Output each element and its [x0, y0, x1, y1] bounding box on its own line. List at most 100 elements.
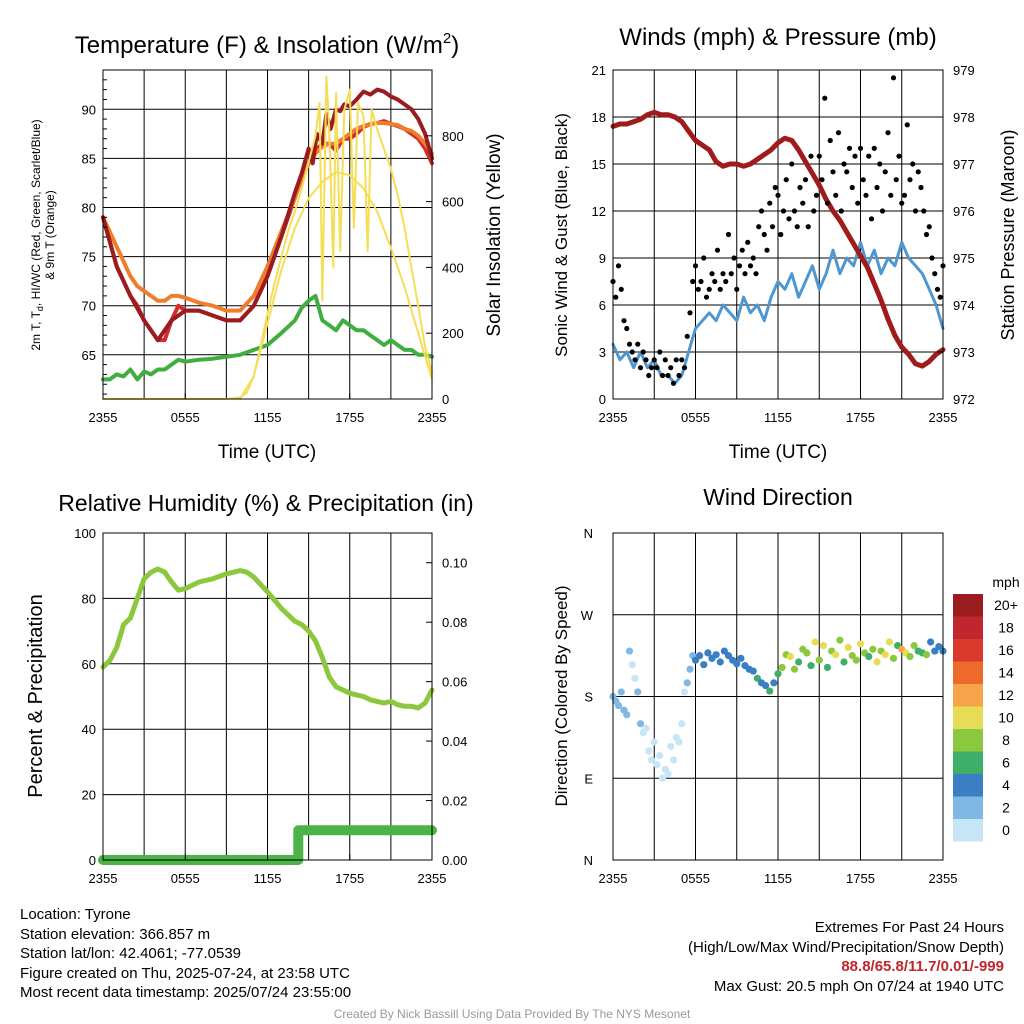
- td-line: [101, 293, 434, 382]
- direction-point: [844, 643, 852, 652]
- x-tick-label: 1155: [764, 871, 792, 886]
- gust-point: [934, 286, 941, 292]
- gust-point: [756, 224, 762, 230]
- temperature-series: [101, 75, 434, 400]
- x-tick-label: 1755: [846, 410, 875, 425]
- gust-point: [888, 192, 894, 198]
- direction-point: [634, 688, 642, 696]
- direction-panel-title: Wind Direction: [703, 484, 853, 510]
- gust-point: [698, 278, 704, 285]
- gust-point: [783, 177, 789, 183]
- direction-point: [836, 636, 844, 644]
- y-tick-label: 6: [599, 298, 606, 313]
- gust-point: [882, 169, 888, 175]
- direction-point: [889, 654, 898, 662]
- gust-point: [692, 263, 699, 269]
- gust-point: [758, 208, 765, 214]
- y-tick-label: 100: [74, 526, 96, 541]
- direction-point: [664, 770, 672, 778]
- gust-point: [635, 341, 641, 347]
- y2-tick-label: 0.04: [442, 734, 467, 749]
- y2-tick-label: 0.00: [442, 853, 467, 868]
- gust-point: [643, 357, 649, 363]
- y-tick-label: N: [584, 853, 593, 868]
- colorbar-swatch: [953, 661, 983, 684]
- gust-point: [742, 271, 748, 277]
- y2-tick-label: 400: [442, 260, 464, 275]
- gust-point: [855, 200, 861, 206]
- gust-point: [690, 278, 696, 285]
- x-tick-label: 1755: [846, 871, 875, 886]
- x-tick-label: 1155: [764, 410, 792, 425]
- y-tick-label: 60: [82, 657, 96, 672]
- x-tick-label: 0555: [171, 871, 200, 886]
- direction-point: [766, 687, 774, 695]
- gust-point: [901, 192, 908, 198]
- figure-created: Figure created on Thu, 2025-07-24, at 23…: [20, 964, 350, 982]
- y2-tick-label: 972: [953, 392, 975, 407]
- x-tick-label: 1755: [335, 871, 364, 886]
- colorbar-label: 14: [998, 665, 1014, 681]
- y-tick-label: 3: [599, 345, 606, 360]
- gust-point: [921, 208, 927, 214]
- gust-point: [932, 271, 938, 277]
- gust-point: [723, 278, 729, 285]
- gust-point: [615, 263, 622, 269]
- gust-point: [808, 153, 814, 159]
- gust-point: [747, 263, 754, 269]
- gust-point: [632, 357, 638, 363]
- colorbar-swatch: [953, 751, 983, 774]
- gust-point: [822, 95, 828, 101]
- x-tick-label: 2355: [89, 871, 118, 886]
- colorbar-label: 16: [998, 642, 1014, 658]
- winds-panel-title: Winds (mph) & Pressure (mb): [619, 24, 936, 51]
- direction-point: [906, 652, 914, 661]
- gust-point: [846, 145, 853, 151]
- solar_clear-line: [239, 171, 433, 400]
- y2-tick-label: 600: [442, 195, 464, 210]
- winds-grid: [613, 69, 943, 400]
- gust-point: [775, 192, 781, 198]
- gust-point: [618, 286, 624, 292]
- gust-point: [745, 239, 751, 245]
- gust-point: [929, 255, 935, 261]
- gust-point: [907, 177, 913, 183]
- direction-point: [656, 751, 664, 760]
- y-tick-label: 70: [82, 299, 96, 314]
- gust-point: [797, 184, 803, 191]
- gust-point: [926, 224, 932, 230]
- gust-point: [874, 184, 880, 191]
- station-location: Location: Tyrone: [20, 906, 131, 923]
- gust-point: [734, 286, 740, 292]
- y-tick-label: 80: [82, 591, 96, 606]
- direction-point: [865, 652, 873, 661]
- direction-axes: 2355 0555 1155 1755 2355 N E S W N: [581, 526, 958, 886]
- direction-point: [795, 658, 803, 666]
- y2-tick-label: 200: [442, 326, 464, 341]
- gust-point: [764, 247, 770, 253]
- direction-panel: Wind Direction 2355 0555 1155 1755 2355 N E S W N…: [552, 484, 1020, 886]
- colorbar-swatch: [953, 819, 983, 842]
- humidity-axes: 2355 0555 1155 1755 2355 0 20 40 60 80 100 0.00 0.02…: [74, 526, 467, 886]
- gust-point: [789, 161, 795, 167]
- solar-y-axis-label: Solar Insolation (Yellow): [484, 133, 505, 336]
- colorbar-label: 4: [1002, 777, 1010, 793]
- gust-point: [910, 161, 916, 167]
- gust-point: [626, 341, 633, 347]
- direction-point: [910, 642, 918, 650]
- y2-tick-label: 0.08: [442, 615, 467, 630]
- y-tick-label: 40: [82, 722, 96, 737]
- y-tick-label: 75: [82, 250, 96, 265]
- direction-point: [669, 756, 678, 764]
- gust-point: [728, 271, 734, 277]
- gust-point: [918, 184, 924, 191]
- direction-point: [774, 670, 782, 678]
- humidity-y-axis-label: Percent & Precipitation: [25, 594, 47, 797]
- gust-point: [629, 349, 635, 355]
- gust-point: [885, 130, 891, 136]
- direction-point: [678, 720, 686, 728]
- gust-point: [750, 255, 756, 261]
- gust-point: [863, 192, 869, 198]
- direction-point: [680, 688, 689, 696]
- y-tick-label: E: [584, 771, 593, 786]
